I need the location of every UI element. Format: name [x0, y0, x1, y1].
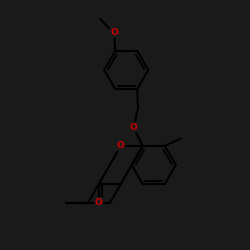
Text: O: O: [130, 123, 138, 132]
Text: O: O: [95, 198, 103, 206]
Text: O: O: [110, 28, 118, 38]
Text: O: O: [117, 142, 125, 150]
